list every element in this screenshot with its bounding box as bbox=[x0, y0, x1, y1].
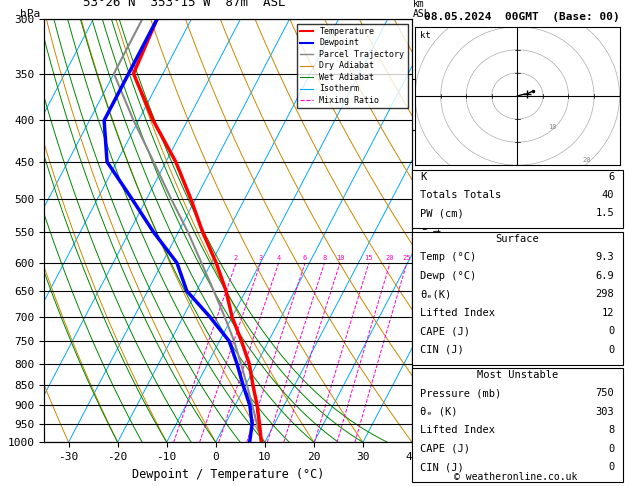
Text: Lifted Index: Lifted Index bbox=[420, 425, 496, 435]
X-axis label: Dewpoint / Temperature (°C): Dewpoint / Temperature (°C) bbox=[132, 468, 324, 481]
Legend: Temperature, Dewpoint, Parcel Trajectory, Dry Adiabat, Wet Adiabat, Isotherm, Mi: Temperature, Dewpoint, Parcel Trajectory… bbox=[297, 24, 408, 108]
Text: 6: 6 bbox=[608, 172, 615, 182]
Text: Totals Totals: Totals Totals bbox=[420, 190, 502, 200]
Text: hPa: hPa bbox=[20, 9, 40, 19]
Bar bbox=[412, 368, 623, 482]
Text: 20: 20 bbox=[386, 255, 394, 261]
Text: LCL: LCL bbox=[426, 436, 444, 447]
Text: 750: 750 bbox=[596, 388, 615, 399]
Text: Dewp (°C): Dewp (°C) bbox=[420, 271, 477, 281]
Text: 298: 298 bbox=[596, 289, 615, 299]
Text: 9.3: 9.3 bbox=[596, 252, 615, 262]
Text: 12: 12 bbox=[602, 308, 615, 318]
Text: θₑ (K): θₑ (K) bbox=[420, 407, 458, 417]
Text: CAPE (J): CAPE (J) bbox=[420, 326, 470, 336]
Text: PW (cm): PW (cm) bbox=[420, 208, 464, 219]
Text: 10: 10 bbox=[336, 255, 344, 261]
Text: θₑ(K): θₑ(K) bbox=[420, 289, 452, 299]
Text: 6.9: 6.9 bbox=[596, 271, 615, 281]
Text: 3: 3 bbox=[259, 255, 263, 261]
Text: 53°26'N  353°15'W  87m  ASL: 53°26'N 353°15'W 87m ASL bbox=[82, 0, 285, 9]
Text: 1.5: 1.5 bbox=[596, 208, 615, 219]
Text: Surface: Surface bbox=[496, 234, 539, 244]
Text: 40: 40 bbox=[602, 190, 615, 200]
Text: 8: 8 bbox=[323, 255, 326, 261]
Text: 0: 0 bbox=[608, 345, 615, 355]
Text: 0: 0 bbox=[608, 326, 615, 336]
Text: 8: 8 bbox=[608, 425, 615, 435]
Text: 15: 15 bbox=[365, 255, 373, 261]
Bar bbox=[412, 232, 623, 364]
Y-axis label: Mixing Ratio (g/kg): Mixing Ratio (g/kg) bbox=[430, 175, 440, 287]
Text: © weatheronline.co.uk: © weatheronline.co.uk bbox=[454, 472, 577, 482]
Text: 2: 2 bbox=[234, 255, 238, 261]
Text: 6: 6 bbox=[303, 255, 307, 261]
Text: 25: 25 bbox=[403, 255, 411, 261]
Text: Temp (°C): Temp (°C) bbox=[420, 252, 477, 262]
Text: 4: 4 bbox=[277, 255, 281, 261]
Text: CIN (J): CIN (J) bbox=[420, 462, 464, 472]
Text: 0: 0 bbox=[608, 462, 615, 472]
Text: 303: 303 bbox=[596, 407, 615, 417]
Text: km
ASL: km ASL bbox=[413, 0, 430, 19]
Text: CIN (J): CIN (J) bbox=[420, 345, 464, 355]
Text: 10: 10 bbox=[548, 124, 557, 130]
Text: Pressure (mb): Pressure (mb) bbox=[420, 388, 502, 399]
Text: Most Unstable: Most Unstable bbox=[477, 370, 558, 380]
Text: 08.05.2024  00GMT  (Base: 00): 08.05.2024 00GMT (Base: 00) bbox=[424, 12, 620, 22]
Text: Lifted Index: Lifted Index bbox=[420, 308, 496, 318]
Text: 0: 0 bbox=[608, 444, 615, 454]
Text: K: K bbox=[420, 172, 426, 182]
Bar bbox=[412, 170, 623, 228]
Text: CAPE (J): CAPE (J) bbox=[420, 444, 470, 454]
Text: 20: 20 bbox=[582, 157, 591, 163]
Text: kt: kt bbox=[420, 31, 431, 40]
